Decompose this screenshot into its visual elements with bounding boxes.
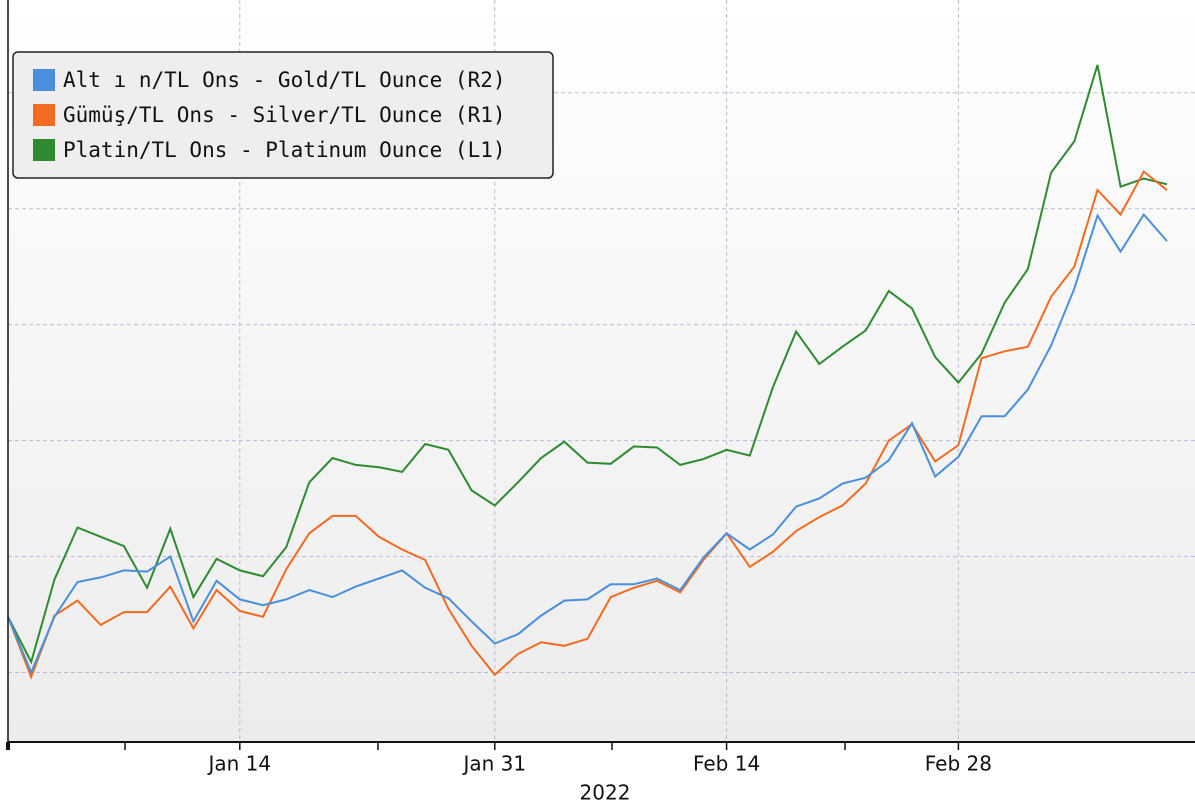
legend-swatch: [33, 69, 55, 91]
x-tick-label: Jan 31: [461, 752, 526, 776]
x-tick-label: Feb 28: [925, 752, 992, 776]
series-line: [7, 64, 1168, 665]
legend-label: Alt ı n/TL Ons - Gold/TL Ounce (R2): [63, 68, 506, 92]
legend-label: Gümüş/TL Ons - Silver/TL Ounce (R1): [63, 103, 506, 127]
series-line: [7, 170, 1168, 680]
series-line: [7, 212, 1168, 675]
x-axis-label: 2022: [580, 781, 631, 805]
legend-label: Platin/TL Ons - Platinum Ounce (L1): [63, 138, 506, 162]
x-tick-label: Feb 14: [693, 752, 760, 776]
legend-swatch: [33, 104, 55, 126]
legend-box: [12, 51, 554, 179]
legend-swatch: [33, 139, 55, 161]
x-tick-label: Jan 14: [206, 752, 271, 776]
legend: Alt ı n/TL Ons - Gold/TL Ounce (R2) Gümüş…: [12, 51, 554, 179]
